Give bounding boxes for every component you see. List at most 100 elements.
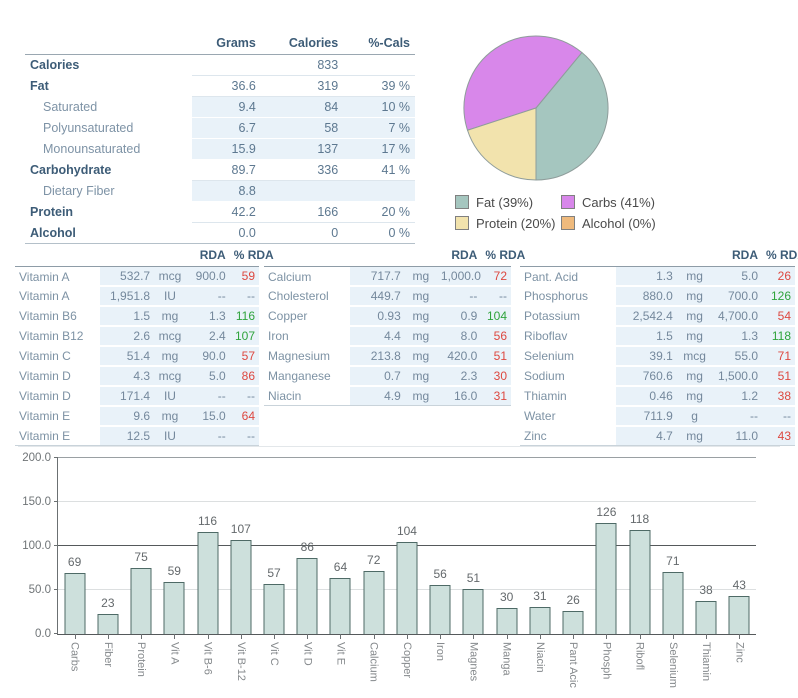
bar <box>329 577 351 634</box>
pcals-cell <box>343 180 415 202</box>
nutrient-label: Selenium <box>524 349 575 363</box>
rda-cell: 420.0 <box>436 346 482 367</box>
nutrient-label: Vitamin D <box>19 369 71 383</box>
bar-slot: 57 Vit C <box>257 458 290 666</box>
nutrient-row: Phosphorus 880.0 mg 700.0 126 <box>520 286 795 307</box>
bar-slot: 59 Vit A <box>158 458 191 664</box>
rda-cell: 0.9 <box>436 306 482 327</box>
bar-slot: 69 Carbs <box>58 458 91 671</box>
x-axis-tick <box>74 634 76 639</box>
pie-slice-fat <box>535 51 609 181</box>
pct-rda-cell: 56 <box>481 326 511 347</box>
bar-slot: 43 Zinc <box>723 458 756 663</box>
rda-cell: -- <box>712 406 762 427</box>
bar <box>629 530 651 634</box>
pct-rda-cell: 30 <box>481 366 511 387</box>
bar-value-label: 59 <box>167 564 181 579</box>
nutrient-row: Vitamin B12 2.6 mcg 2.4 107 <box>15 326 259 347</box>
bar-value-label: 26 <box>566 593 580 608</box>
pct-rda-cell: 38 <box>762 386 795 407</box>
bar-slot: 56 Iron <box>424 458 457 661</box>
bar-value-label: 43 <box>732 578 746 593</box>
calories-cell: 58 <box>260 117 344 139</box>
unit-cell: IU <box>154 426 186 446</box>
rda-cell: 15.0 <box>185 406 230 427</box>
nutrient-label: Vitamin B6 <box>19 309 77 323</box>
col-blank <box>25 33 192 55</box>
grams-cell: 9.4 <box>191 96 261 118</box>
unit-cell: mg <box>676 326 713 347</box>
col-pcals: %-Cals <box>343 33 415 55</box>
rda-cell: 1,500.0 <box>712 366 762 387</box>
rda-cell: 11.0 <box>712 426 762 446</box>
unit-cell: mg <box>154 346 186 367</box>
x-axis-tick <box>406 634 408 639</box>
amount-cell: 1.5 <box>616 326 677 347</box>
rda-cell: 5.0 <box>712 266 762 287</box>
pcals-cell: 39 % <box>343 75 415 97</box>
nutrient-row: Vitamin D 4.3 mcg 5.0 86 <box>15 366 259 387</box>
bar-value-label: 75 <box>134 550 148 564</box>
bar-value-label: 116 <box>197 513 218 528</box>
bar <box>363 570 385 634</box>
bar-value-label: 86 <box>300 540 314 555</box>
unit-cell: mg <box>676 426 713 446</box>
bar <box>662 571 684 634</box>
nutrient-label: Potassium <box>524 309 581 323</box>
nutrient-label: Vitamin B12 <box>19 329 84 343</box>
bar <box>462 589 484 634</box>
bar <box>562 611 584 634</box>
bar-slot: 126 Phosph <box>590 458 623 679</box>
rda-cell: 5.0 <box>185 366 230 387</box>
nutrient-row: Pant. Acid 1.3 mg 5.0 26 <box>520 266 795 287</box>
nutrient-label: Water <box>524 409 556 423</box>
col-pct-rda: % RDA <box>762 246 798 267</box>
legend-label: Carbs (41%) <box>582 194 655 210</box>
grams-cell: 15.9 <box>191 138 261 160</box>
nutrient-header-row: RDA% RDA <box>264 246 525 267</box>
bar-value-label: 71 <box>666 553 680 568</box>
nutrient-label: Vitamin E <box>19 409 71 423</box>
y-axis-label: 150.0 <box>22 496 51 508</box>
gridline <box>58 501 756 502</box>
pct-rda-cell: -- <box>229 386 259 407</box>
nutrient-row: Selenium 39.1 mcg 55.0 71 <box>520 346 795 367</box>
x-axis-tick <box>473 634 475 639</box>
col-rda: RDA <box>185 246 230 267</box>
calories-cell: 0 <box>260 222 344 244</box>
bar-slot: 104 Copper <box>390 458 423 678</box>
bar-slot: 64 Vit E <box>324 458 357 665</box>
gridline <box>58 457 756 458</box>
pcals-cell: 10 % <box>343 96 415 118</box>
x-axis-tick <box>141 634 143 639</box>
nutrient-label: Niacin <box>264 386 351 406</box>
bar-category-label: Copper <box>400 642 413 679</box>
nutrient-row: Vitamin B6 1.5 mg 1.3 116 <box>15 306 259 327</box>
rda-cell: 1.3 <box>185 306 230 327</box>
bar-category-label: Thiamin <box>700 642 713 682</box>
pcals-cell <box>343 54 415 76</box>
nutrient-label: Alcohol <box>25 222 192 244</box>
bar-value-label: 51 <box>466 571 481 586</box>
nutrient-label: Zinc <box>520 426 617 446</box>
bar-series: 69 Carbs 23 Fiber 75 Protein 59 Vit A 116 Vit B-6… <box>58 458 756 688</box>
bar-category-label: Ribofl <box>633 642 646 671</box>
x-axis-tick <box>307 634 309 639</box>
pct-rda-cell: 26 <box>762 266 795 287</box>
bar-category-label: Magnes <box>467 642 480 682</box>
col-calories: Calories <box>260 33 344 55</box>
rda-cell: 2.4 <box>185 326 230 347</box>
unit-cell: mg <box>404 346 437 367</box>
bar <box>163 582 185 634</box>
bar-category-label: Fiber <box>101 642 114 668</box>
amount-cell: 0.46 <box>616 386 677 407</box>
unit-cell: mg <box>154 306 186 327</box>
nutrient-row: Vitamin A 532.7 mcg 900.0 59 <box>15 266 259 287</box>
bar <box>97 613 119 634</box>
bar-value-label: 72 <box>367 552 381 567</box>
bar-category-label: Selenium <box>666 642 679 688</box>
nutrient-row: Riboflav 1.5 mg 1.3 118 <box>520 326 795 347</box>
bar-slot: 86 Vit D <box>291 458 324 666</box>
col-pct-rda: % RDA <box>229 246 274 267</box>
rda-cell: 2.3 <box>436 366 482 387</box>
